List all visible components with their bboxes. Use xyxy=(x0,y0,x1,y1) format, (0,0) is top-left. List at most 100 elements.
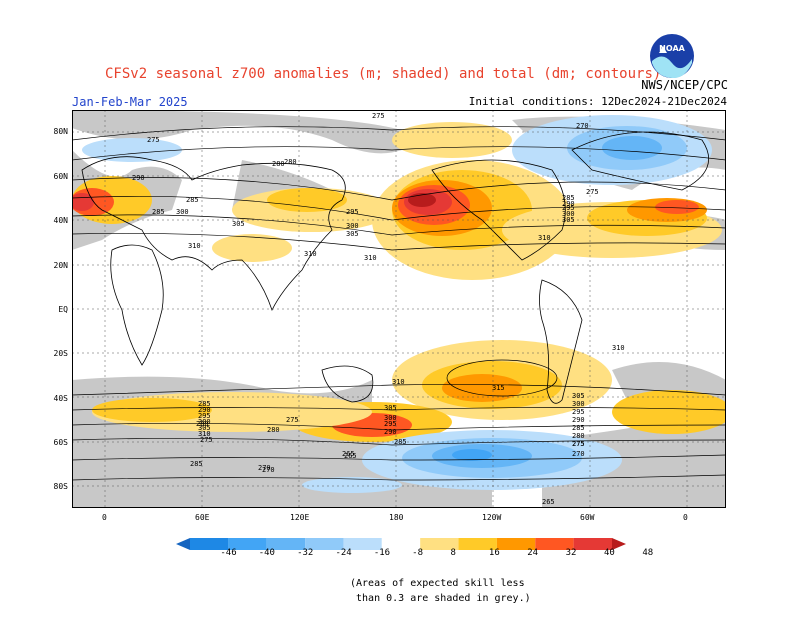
contour-label: 290 xyxy=(572,416,585,424)
lat-lon-grid xyxy=(72,110,726,508)
legend-label: -8 xyxy=(412,548,424,558)
legend-label: -32 xyxy=(297,548,314,558)
lon-label: 120W xyxy=(482,513,502,522)
lat-label: 60N xyxy=(53,172,68,181)
legend-swatch xyxy=(266,538,306,550)
legend-swatch xyxy=(228,538,267,550)
legend-swatch xyxy=(496,538,536,550)
forecast-period: Jan-Feb-Mar 2025 xyxy=(72,95,188,109)
map-title: CFSv2 seasonal z700 anomalies (m; shaded… xyxy=(105,66,662,82)
contour-label: 290 xyxy=(198,406,211,414)
legend-swatch xyxy=(612,538,626,550)
contour-label: 280 xyxy=(572,432,585,440)
contour-label: 305 xyxy=(572,392,585,400)
legend-swatch xyxy=(190,538,229,550)
contour-label: 300 xyxy=(176,208,189,216)
contour-label: 285 xyxy=(152,208,165,216)
legend-swatch xyxy=(573,538,612,550)
contour-label: 295 xyxy=(384,420,397,428)
lat-label: 20S xyxy=(53,349,68,358)
contour-label: 290 xyxy=(132,174,145,182)
lon-label: 60W xyxy=(580,513,595,522)
contour-label: 280 xyxy=(272,160,285,168)
lat-label: 80N xyxy=(53,127,68,136)
legend-label: -46 xyxy=(220,548,237,558)
noaa-logo-icon: NOAA xyxy=(650,34,694,79)
contour-label: 270 xyxy=(576,122,589,130)
contour-label: 295 xyxy=(346,208,359,216)
contour-label: 310 xyxy=(304,250,317,258)
legend-label: 8 xyxy=(450,548,456,558)
lon-label: 60E xyxy=(195,513,210,522)
contour-label: 275 xyxy=(372,112,385,120)
color-legend xyxy=(176,538,626,550)
contour-label: 310 xyxy=(198,430,211,438)
contour-label: 300 xyxy=(198,418,211,426)
lon-label: 0 xyxy=(683,513,688,522)
lat-label: 60S xyxy=(53,438,68,447)
legend-swatch xyxy=(343,538,382,550)
legend-label: 40 xyxy=(604,548,615,558)
legend-swatch xyxy=(535,538,574,550)
contour-label: 305 xyxy=(346,230,359,238)
contour-label: 290 xyxy=(562,200,575,208)
contour-label: 305 xyxy=(562,216,575,224)
contour-label: 305 xyxy=(232,220,245,228)
contour-label: 295 xyxy=(572,408,585,416)
contour-label: 300 xyxy=(346,222,359,230)
contour-label: 280 xyxy=(284,158,297,166)
legend-swatch xyxy=(381,538,421,550)
skill-note: (Areas of expected skill less than 0.3 a… xyxy=(350,578,531,604)
legend-label: 32 xyxy=(565,548,577,558)
contour-label: 265 xyxy=(344,452,357,460)
agency-label: NWS/NCEP/CPC xyxy=(641,78,728,92)
contour-label: 270 xyxy=(262,466,275,474)
contour-label: 275 xyxy=(572,440,585,448)
contour-label: 275 xyxy=(200,436,213,444)
legend-swatch xyxy=(458,538,497,550)
contour-label: 285 xyxy=(394,438,407,446)
contour-label: 300 xyxy=(572,400,585,408)
contour-label: 270 xyxy=(258,464,271,472)
contour-label: 270 xyxy=(572,450,585,458)
legend-label: -40 xyxy=(258,548,275,558)
contour-label: 310 xyxy=(188,242,201,250)
contour-label: 265 xyxy=(342,450,355,458)
contour-label: 275 xyxy=(286,416,299,424)
contour-label: 300 xyxy=(562,210,575,218)
contour-label: 285 xyxy=(198,400,211,408)
contour-label: 310 xyxy=(392,378,405,386)
contour-label: 285 xyxy=(562,194,575,202)
contour-label: 280 xyxy=(196,420,209,428)
legend-label: 16 xyxy=(488,548,500,558)
contour-label: 285 xyxy=(186,196,199,204)
initial-conditions: Initial conditions: 12Dec2024-21Dec2024 xyxy=(468,95,727,108)
contour-label: 310 xyxy=(364,254,377,262)
lat-label: 20N xyxy=(53,261,68,270)
svg-text:NOAA: NOAA xyxy=(659,44,685,53)
legend-swatch xyxy=(305,538,344,550)
lon-label: 0 xyxy=(102,513,107,522)
contour-label: 305 xyxy=(384,404,397,412)
legend-swatch xyxy=(176,538,190,550)
legend-label: 24 xyxy=(527,548,539,558)
lat-label: 40S xyxy=(53,394,68,403)
contour-label: 300 xyxy=(384,414,397,422)
continent-outlines xyxy=(81,131,710,404)
legend-swatch xyxy=(420,538,459,550)
contour-label: 305 xyxy=(198,424,211,432)
contour-label: 315 xyxy=(492,384,505,392)
legend-label: -16 xyxy=(373,548,391,558)
contour-label: 285 xyxy=(572,424,585,432)
contour-label: 310 xyxy=(538,234,551,242)
contour-label: 280 xyxy=(267,426,280,434)
legend-label: 48 xyxy=(642,548,654,558)
lat-label: 80S xyxy=(53,482,68,491)
lon-label: 120E xyxy=(290,513,310,522)
contour-label: 295 xyxy=(198,412,211,420)
lat-label: 40N xyxy=(53,216,68,225)
contour-label: 275 xyxy=(572,440,585,448)
contour-label: 290 xyxy=(384,428,397,436)
